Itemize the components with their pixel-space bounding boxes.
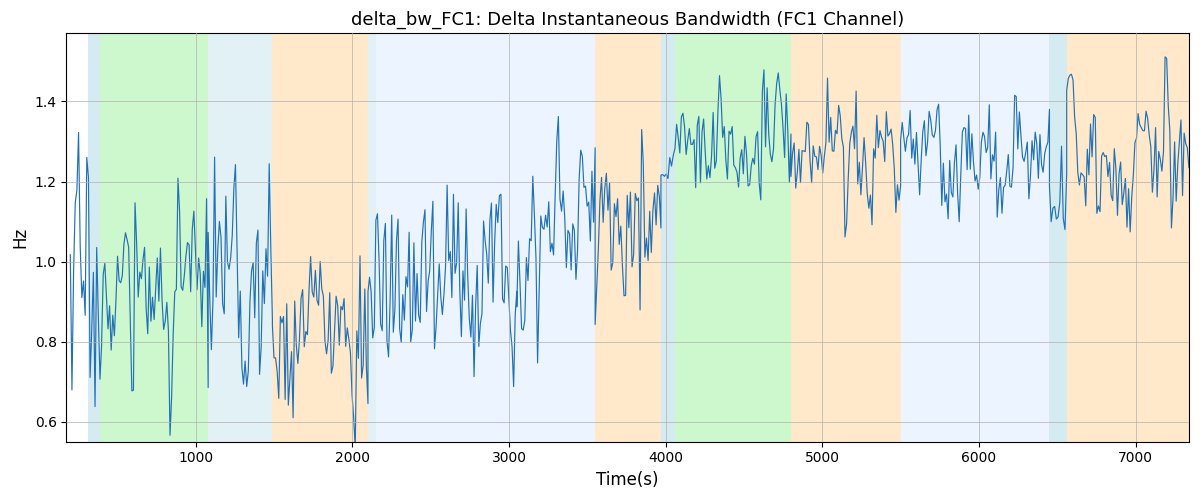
Bar xyxy=(100,34,208,442)
Bar xyxy=(88,34,100,442)
Bar xyxy=(676,34,791,442)
Bar xyxy=(272,34,368,442)
Bar xyxy=(1050,34,1067,442)
Bar xyxy=(595,34,661,442)
Bar xyxy=(661,34,676,442)
X-axis label: Time(s): Time(s) xyxy=(596,471,659,489)
Y-axis label: Hz: Hz xyxy=(11,227,29,248)
Bar xyxy=(1067,34,1189,442)
Bar xyxy=(208,34,272,442)
Bar xyxy=(791,34,901,442)
Bar xyxy=(368,34,376,442)
Title: delta_bw_FC1: Delta Instantaneous Bandwidth (FC1 Channel): delta_bw_FC1: Delta Instantaneous Bandwi… xyxy=(352,11,905,30)
Bar xyxy=(901,34,1050,442)
Bar xyxy=(376,34,595,442)
